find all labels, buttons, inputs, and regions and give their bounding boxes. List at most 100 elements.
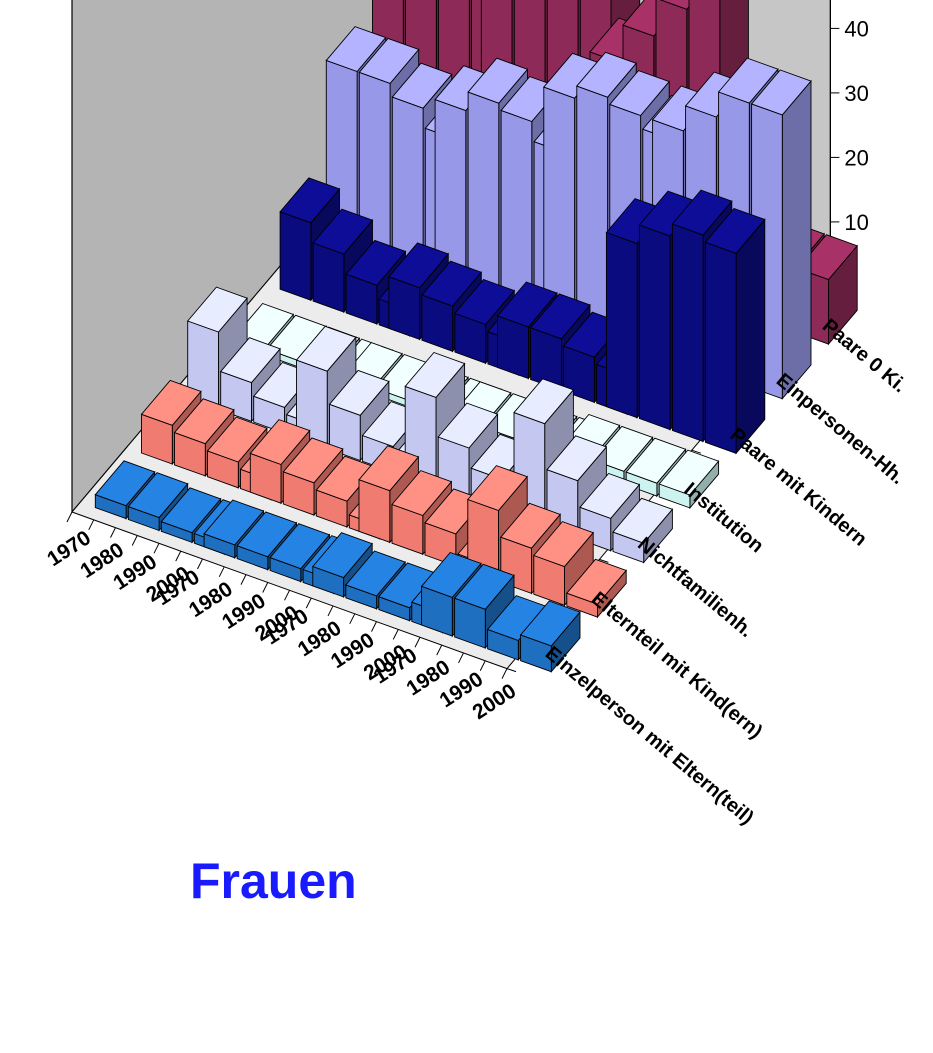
bar-top — [420, 551, 482, 598]
bar-top — [345, 550, 406, 597]
year-axis-tick — [436, 644, 443, 656]
bar-group — [94, 0, 858, 673]
year-axis-tick — [240, 574, 247, 585]
bar-top — [279, 177, 341, 224]
bar-top — [704, 207, 766, 254]
z-tick-label: 20 — [844, 145, 868, 170]
year-axis-tick — [218, 566, 225, 578]
bar-elternteil-mit-kind-ern-85-2000 — [566, 558, 627, 619]
bar-top — [546, 435, 608, 482]
year-axis-tick — [371, 621, 377, 632]
bar-einpersonen-hh-85-2000 — [750, 69, 812, 400]
year-axis-tick — [88, 519, 95, 531]
bar-paare-mit-kindern-60-64-1980 — [312, 208, 374, 314]
bar-top — [358, 445, 420, 492]
bar-front — [605, 231, 638, 419]
year-axis-tick — [197, 558, 203, 570]
bar-top — [236, 511, 298, 558]
bar-top — [282, 437, 344, 484]
bar-front — [576, 85, 609, 337]
bar-top — [658, 449, 720, 496]
year-axis-tick — [501, 668, 508, 679]
bar-top — [671, 189, 733, 236]
bar-top — [391, 62, 453, 109]
bar-top — [529, 293, 591, 340]
bar-top — [797, 234, 858, 281]
bar-top — [269, 523, 331, 570]
bar-front — [279, 211, 312, 301]
bar-top — [325, 26, 387, 73]
year-axis-tick — [479, 660, 486, 671]
category-axis-tick — [506, 668, 517, 673]
bar-front — [467, 91, 500, 298]
z-tick-label: 40 — [844, 16, 868, 41]
bar-top — [625, 437, 687, 484]
bar-front — [500, 109, 533, 310]
bar-top — [566, 558, 627, 605]
year-axis-tick — [392, 629, 399, 640]
bar-top — [750, 69, 812, 116]
bar-nichtfamilienh-85-2000 — [612, 497, 674, 564]
bar-top — [345, 239, 407, 286]
bar-top — [496, 281, 558, 328]
chart-title: Frauen — [190, 853, 357, 909]
bar-top — [519, 600, 581, 647]
bar-top — [312, 208, 374, 255]
bar-top — [421, 260, 483, 307]
bar-top — [404, 351, 466, 398]
bar-side — [781, 79, 812, 400]
bar-top — [467, 57, 529, 104]
bar-top — [219, 337, 281, 384]
bar-side — [735, 218, 766, 455]
bar-top — [659, 0, 696, 10]
bar-top — [467, 465, 528, 512]
bar-front — [312, 242, 345, 313]
year-axis-tick — [349, 613, 356, 625]
year-axis-tick — [175, 550, 182, 562]
bar-top — [437, 402, 499, 449]
bar-top — [533, 521, 594, 568]
year-axis-tick — [262, 582, 269, 593]
bar-top — [576, 51, 637, 98]
bar-top — [203, 499, 265, 546]
category-label-paare-0-ki: Paare 0 Ki. — [818, 315, 911, 398]
category-label-institution: Institution — [679, 478, 767, 557]
bar-top — [94, 460, 156, 507]
bar-top — [295, 325, 357, 372]
year-axis-tick — [284, 590, 290, 601]
bar-top — [358, 37, 420, 84]
year-axis-tick — [414, 637, 421, 648]
bar-top — [513, 378, 575, 425]
bar-top — [453, 563, 515, 610]
category-axis-tick — [691, 449, 701, 454]
bar-top — [454, 278, 516, 326]
year-axis-tick — [153, 543, 160, 554]
bar-top — [328, 369, 390, 416]
z-axis: 01020304050607080 — [829, 0, 869, 299]
category-label-nichtfamilienh: Nichtfamilienh. — [633, 533, 757, 642]
bar-top — [186, 286, 248, 333]
bar-top — [609, 70, 670, 117]
bar-front — [543, 86, 576, 325]
year-axis-tick — [458, 652, 464, 664]
bar-top — [140, 379, 202, 426]
bar-front — [704, 241, 737, 454]
bar-top — [312, 532, 373, 579]
bar-top — [249, 419, 311, 466]
year-axis-tick — [131, 535, 138, 546]
year-axis-tick — [327, 605, 334, 617]
bar-einzelperson-mit-eltern-teil-85-2000 — [519, 600, 581, 673]
bar-top — [612, 497, 674, 544]
bar-top — [127, 472, 189, 519]
bar-top — [717, 57, 779, 104]
bar-institution-85-2000 — [658, 449, 720, 510]
z-tick-label: 30 — [844, 81, 868, 106]
bar-top — [592, 425, 654, 472]
year-axis-tick — [66, 511, 73, 523]
bar-top — [500, 502, 561, 549]
category-axis-tick — [599, 558, 609, 563]
bar-front — [671, 223, 704, 443]
bar-top — [206, 416, 268, 463]
bar-top — [391, 470, 453, 517]
